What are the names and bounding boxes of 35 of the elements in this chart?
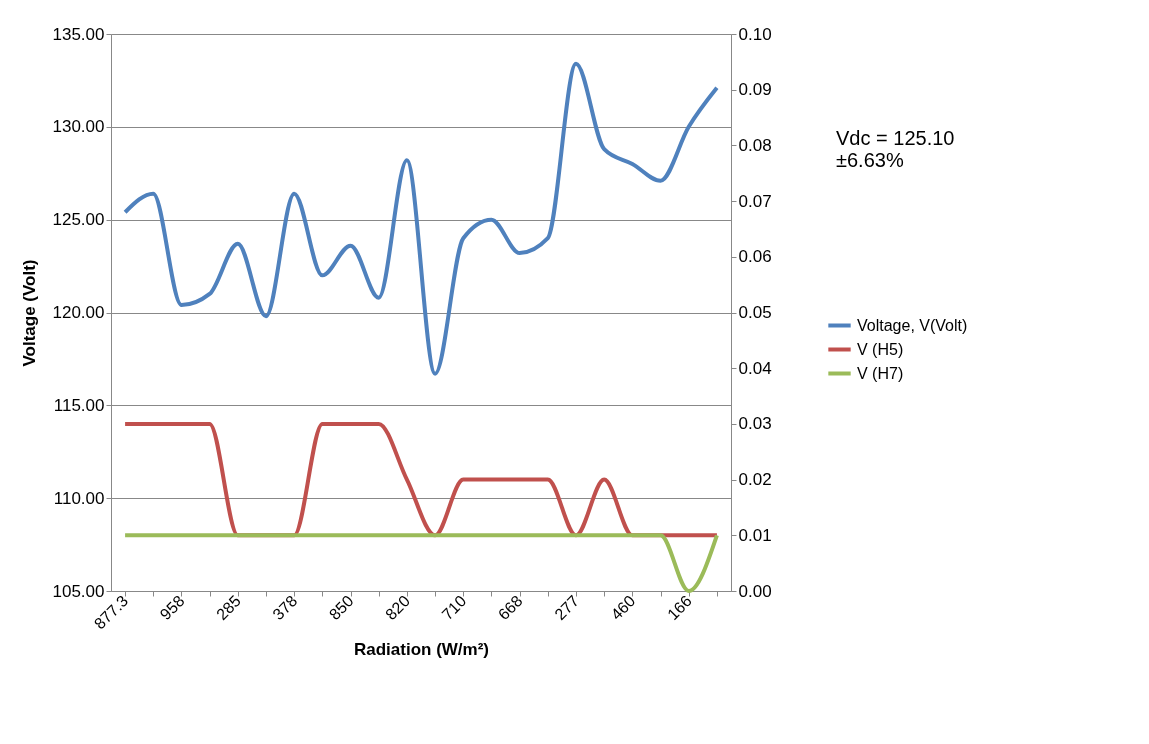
y-tick-label: 130.00	[52, 117, 105, 137]
y2-tick-label: 0.05	[738, 303, 772, 322]
x-tick-label: 277	[551, 592, 583, 624]
x-tick-label: 285	[213, 592, 245, 624]
x-tick-label: 668	[494, 592, 526, 624]
y2-tick-label: 0.04	[738, 358, 772, 378]
x-tick-label: 166	[663, 592, 695, 624]
x-tick-label: 378	[269, 592, 301, 624]
x-tick-label: 710	[438, 592, 470, 624]
y-tick-label: 105.00	[52, 581, 105, 601]
x-tick-label: 850	[325, 592, 357, 624]
y2-tick-label: 0.07	[738, 191, 772, 211]
legend-label: Voltage, V(Volt)	[857, 316, 968, 334]
x-tick-label: 820	[382, 592, 414, 624]
y2-tick-label: 0.03	[738, 414, 772, 434]
x-tick-label: 958	[156, 592, 188, 624]
y2-tick-label: 0.02	[738, 470, 772, 490]
legend-label: V (H7)	[857, 364, 904, 382]
y-axis-title: Voltage (Volt)	[19, 259, 39, 367]
x-axis-title: Radiation (W/m²)	[353, 640, 490, 660]
y-tick-label: 135.00	[52, 24, 105, 44]
line-series	[123, 61, 719, 376]
y2-tick-label: 0.06	[738, 247, 772, 267]
y2-tick-label: 0.10	[738, 24, 772, 44]
y-tick-label: 115.00	[53, 395, 105, 415]
y-tick-label: 125.00	[52, 210, 105, 230]
y2-tick-label: 0.00	[738, 581, 772, 601]
x-tick-label: 460	[607, 592, 639, 624]
text: Vdc = 125.10 ±6.63%	[836, 127, 955, 171]
y-tick-label: 110.00	[53, 488, 105, 508]
legend-label: V (H5)	[857, 340, 904, 358]
y2-tick-label: 0.01	[738, 525, 772, 545]
y2-tick-label: 0.09	[738, 80, 772, 100]
y2-tick-label: 0.08	[738, 135, 772, 155]
y-tick-label: 120.00	[52, 303, 105, 322]
